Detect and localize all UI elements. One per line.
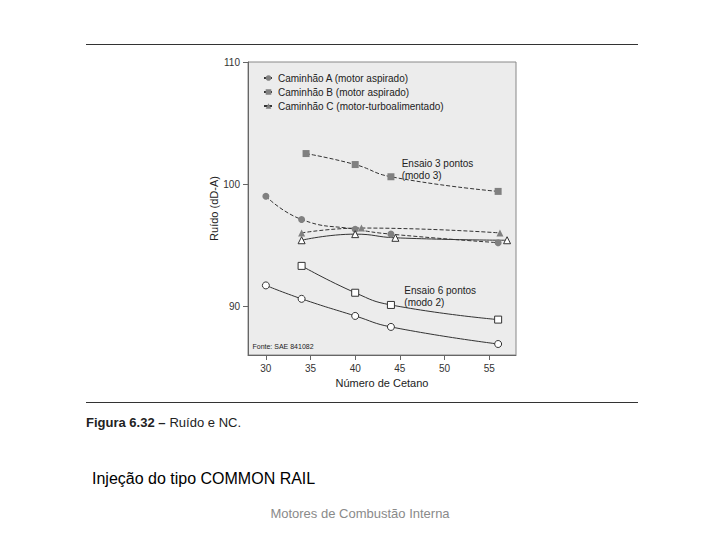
svg-text:35: 35 — [305, 363, 317, 374]
svg-text:30: 30 — [260, 363, 272, 374]
svg-text:Caminhão C (motor-turboaliment: Caminhão C (motor-turboalimentado) — [278, 101, 444, 112]
svg-text:90: 90 — [229, 301, 241, 312]
svg-text:Fonte: SAE 841082: Fonte: SAE 841082 — [252, 343, 313, 350]
svg-text:Caminhão B (motor aspirado): Caminhão B (motor aspirado) — [278, 87, 409, 98]
svg-text:Ruído (dD-A): Ruído (dD-A) — [208, 176, 220, 241]
svg-text:(modo 3): (modo 3) — [402, 170, 442, 181]
svg-text:110: 110 — [224, 57, 240, 68]
html-text:Motores de Combustão Interna: Motores de Combustão Interna — [270, 506, 450, 521]
svg-text:45: 45 — [394, 363, 406, 374]
svg-text:50: 50 — [439, 363, 451, 374]
svg-text:55: 55 — [484, 363, 496, 374]
svg-text:Ensaio 3 pontos: Ensaio 3 pontos — [402, 158, 474, 169]
svg-text:(modo 2): (modo 2) — [404, 297, 444, 308]
svg-text:40: 40 — [350, 363, 362, 374]
html-text:Injeção do tipo COMMON RAIL: Injeção do tipo COMMON RAIL — [92, 470, 316, 487]
html-text:Figura 6.32 – Ruído e NC.: Figura 6.32 – Ruído e NC. — [86, 415, 241, 430]
svg-text:Número de Cetano: Número de Cetano — [336, 377, 429, 389]
svg-text:Ensaio 6 pontos: Ensaio 6 pontos — [404, 285, 476, 296]
svg-text:100: 100 — [223, 179, 240, 190]
svg-text:Caminhão A (motor aspirado): Caminhão A (motor aspirado) — [278, 73, 408, 84]
